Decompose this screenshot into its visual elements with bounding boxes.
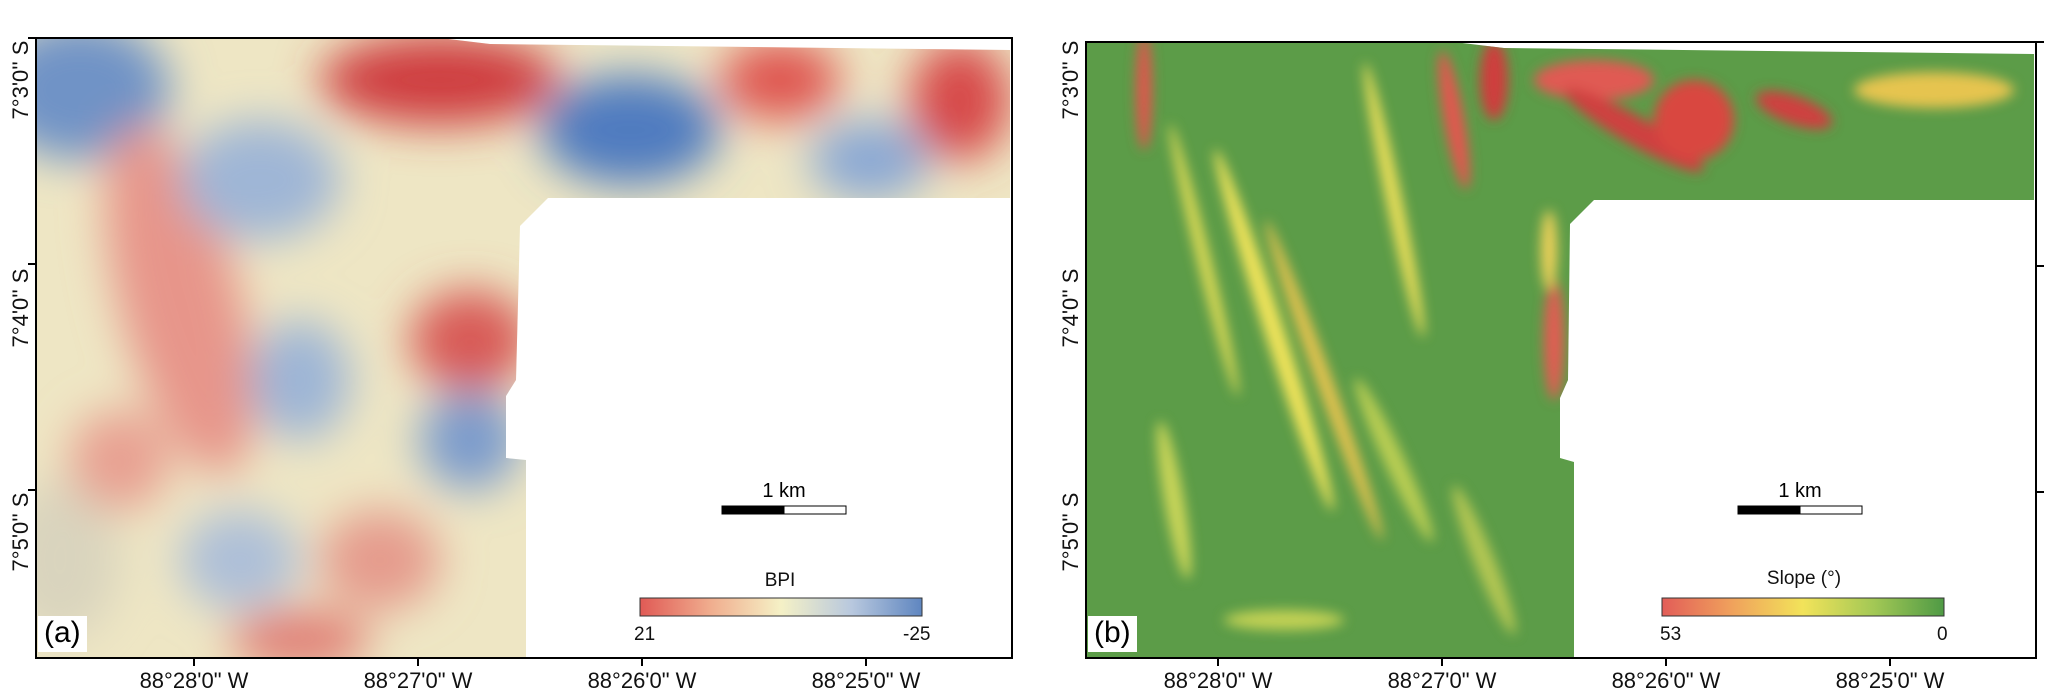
scale-label: 1 km [762,480,806,502]
legend-min-label: 21 [634,624,656,645]
longitude-label: 88°25'0" W [1835,668,1945,693]
map-panel-a: 7°3'0'' S 7°4'0'' S 7°5'0'' S 88°28'0" W… [0,0,1034,693]
legend-colorbar [639,597,923,617]
legend-colorbar [1661,597,1945,617]
longitude-label: 88°28'0" W [1163,668,1273,693]
panel-letter: (b) [1088,616,1137,652]
legend-min-label: 53 [1660,624,1682,645]
scale-bar [721,505,847,515]
map-ticks [28,37,867,666]
map-ticks [1217,41,2044,666]
legend-title: Slope (°) [1766,568,1842,589]
latitude-label: 7°4'0'' S [8,268,33,348]
map-frame [1085,41,2037,659]
latitude-label: 7°4'0'' S [1058,268,1083,348]
longitude-label: 88°28'0" W [139,668,249,693]
legend-title: BPI [764,570,796,591]
scale-label: 1 km [1778,480,1822,502]
latitude-label: 7°5'0'' S [1058,492,1083,572]
scale-bar [1737,505,1863,515]
longitude-label: 88°25'0" W [811,668,921,693]
latitude-label: 7°3'0'' S [8,40,33,120]
longitude-label: 88°26'0" W [587,668,697,693]
latitude-label: 7°3'0'' S [1058,40,1083,120]
latitude-label: 7°5'0'' S [8,492,33,572]
longitude-label: 88°26'0" W [1611,668,1721,693]
panel-letter: (a) [38,616,87,652]
longitude-label: 88°27'0" W [1387,668,1497,693]
bpi-map [0,0,1034,692]
legend-max-label: 0 [1937,624,1948,645]
map-frame [35,37,1013,659]
legend-max-label: -25 [903,624,931,645]
slope-map [1034,0,2067,692]
longitude-label: 88°27'0" W [363,668,473,693]
map-panel-b: 7°3'0'' S 7°4'0'' S 7°5'0'' S 88°28'0" W… [1034,0,2067,693]
